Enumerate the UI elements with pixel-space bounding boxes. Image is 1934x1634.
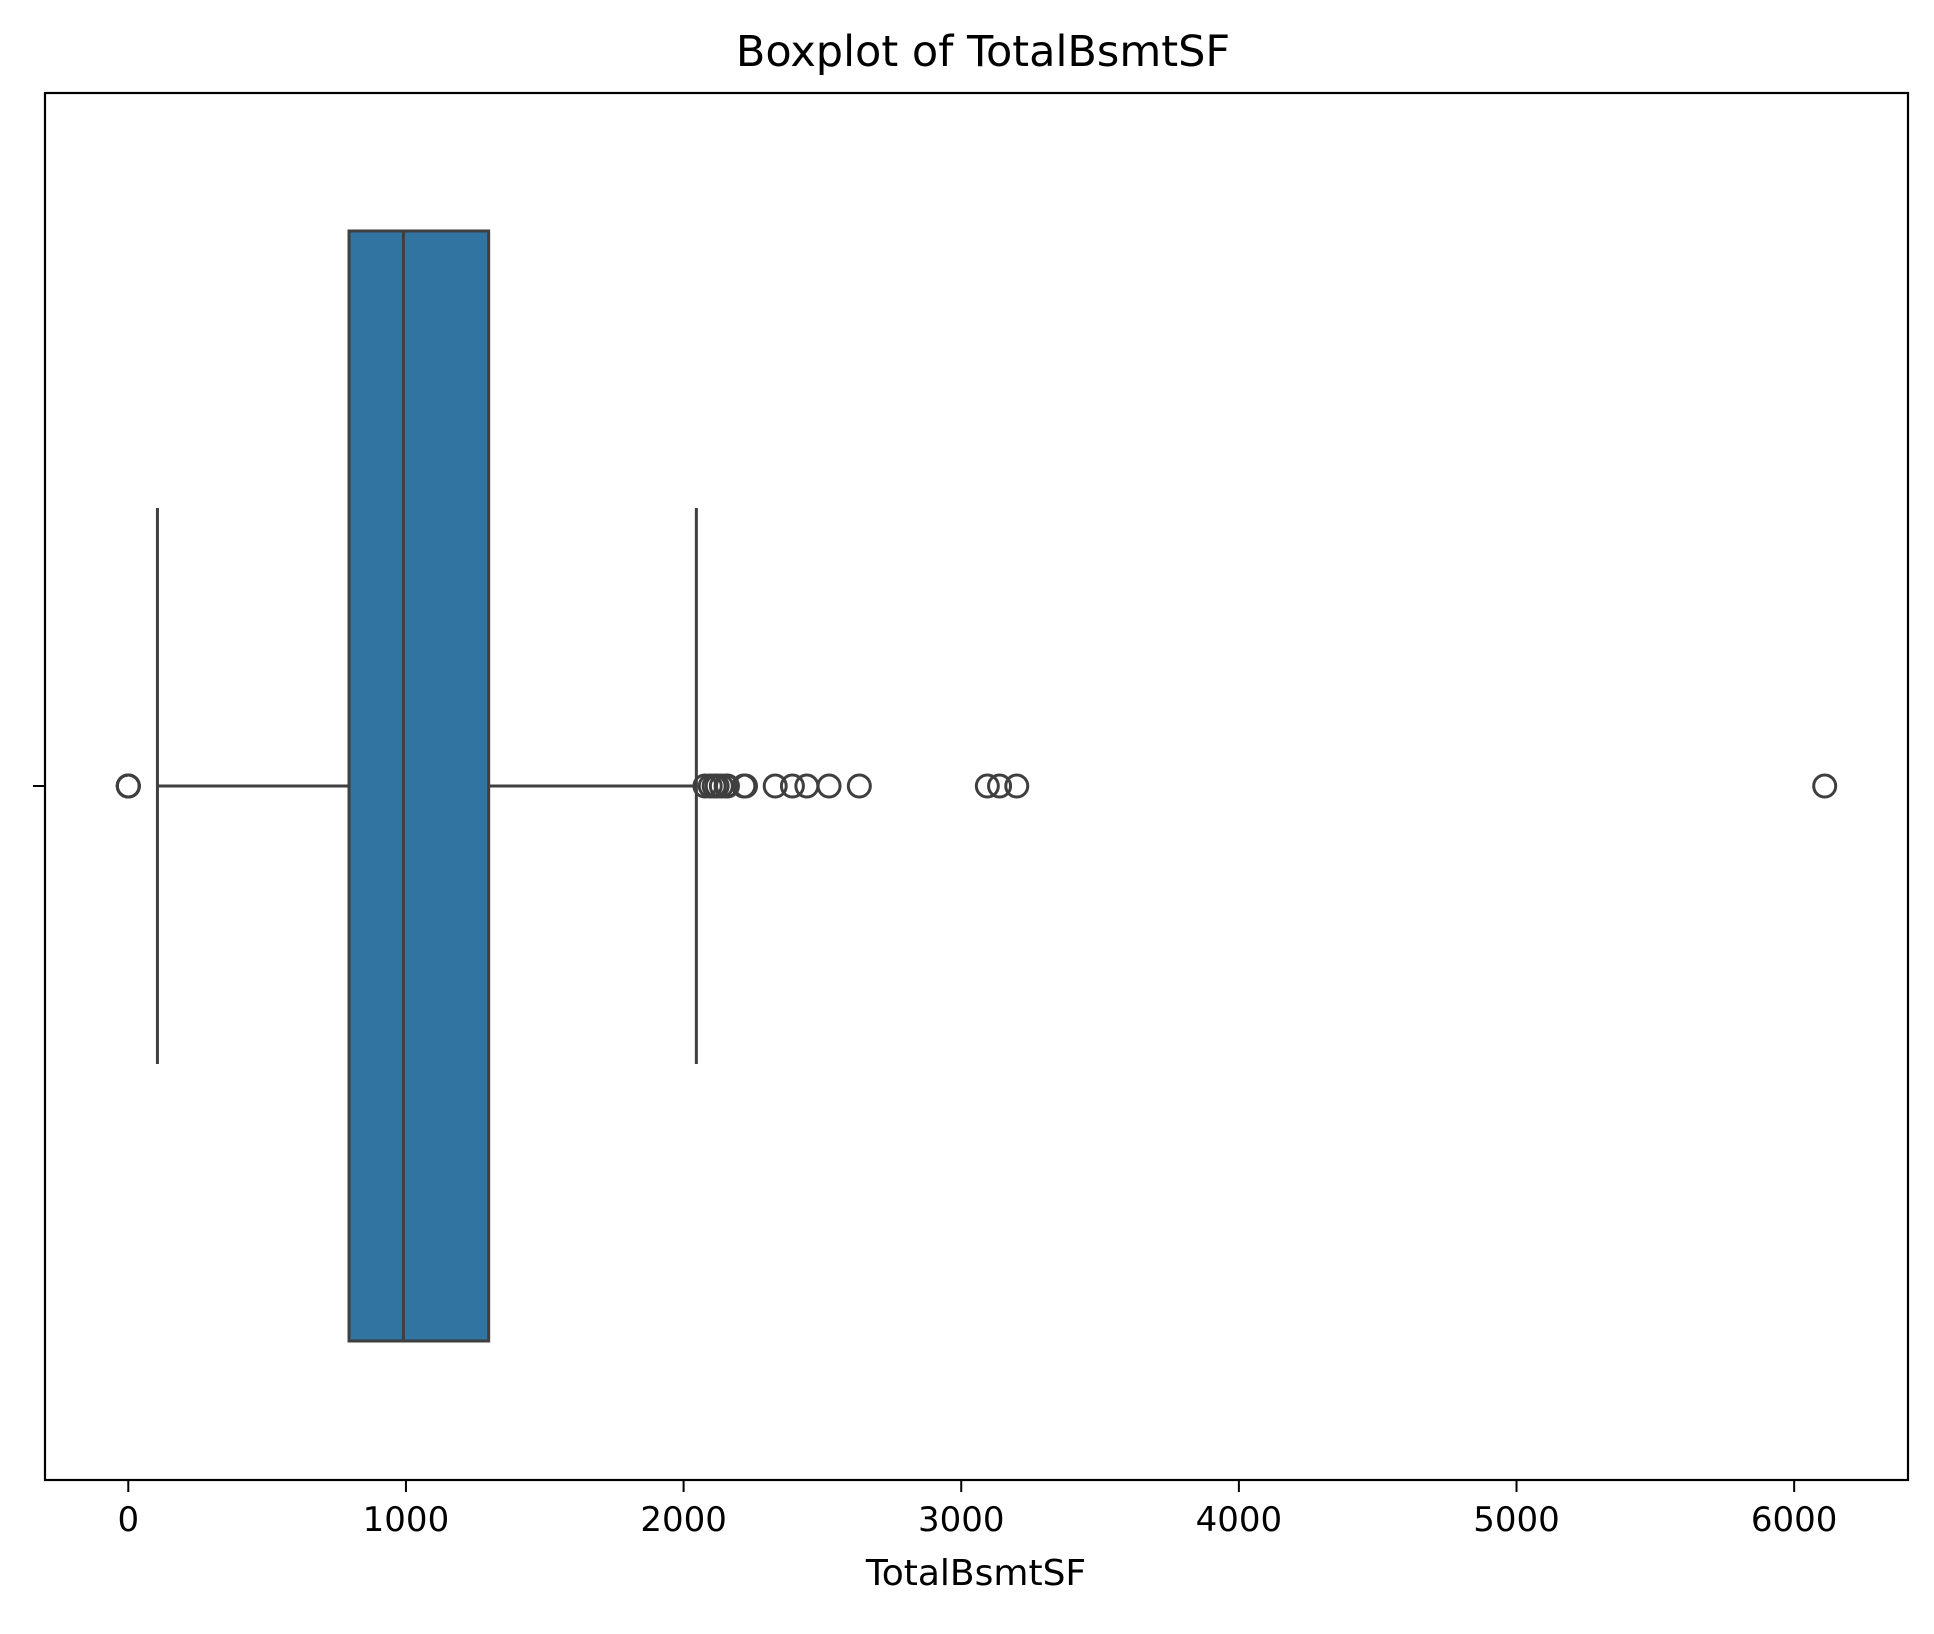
outlier-point [779, 773, 805, 799]
x-tick-label: 4000 [1196, 1500, 1283, 1540]
x-tick-label: 3000 [918, 1500, 1005, 1540]
x-tick-label: 6000 [1751, 1500, 1838, 1540]
outlier-point [846, 773, 872, 799]
chart-title: Boxplot of TotalBsmtSF [736, 27, 1230, 77]
outlier-point [732, 773, 758, 799]
outlier-point [762, 773, 788, 799]
outlier-point [816, 773, 842, 799]
outlier-point [987, 773, 1013, 799]
outlier-layer [115, 773, 1838, 799]
outlier-point [714, 773, 740, 799]
box-layer [155, 229, 698, 1343]
outlier-point [974, 773, 1000, 799]
x-tick-label: 2000 [640, 1500, 727, 1540]
x-tick-label: 5000 [1473, 1500, 1560, 1540]
x-tick-label: 0 [117, 1500, 139, 1540]
outlier-point [1812, 773, 1838, 799]
x-tick-label: 1000 [363, 1500, 450, 1540]
outlier-point [115, 773, 141, 799]
x-axis: 0 1000 2000 3000 4000 5000 6000 [117, 1480, 1837, 1540]
iqr-box [347, 229, 491, 1343]
plot-area [115, 229, 1838, 1343]
outlier-point [1004, 773, 1030, 799]
x-axis-label: TotalBsmtSF [865, 1553, 1086, 1594]
